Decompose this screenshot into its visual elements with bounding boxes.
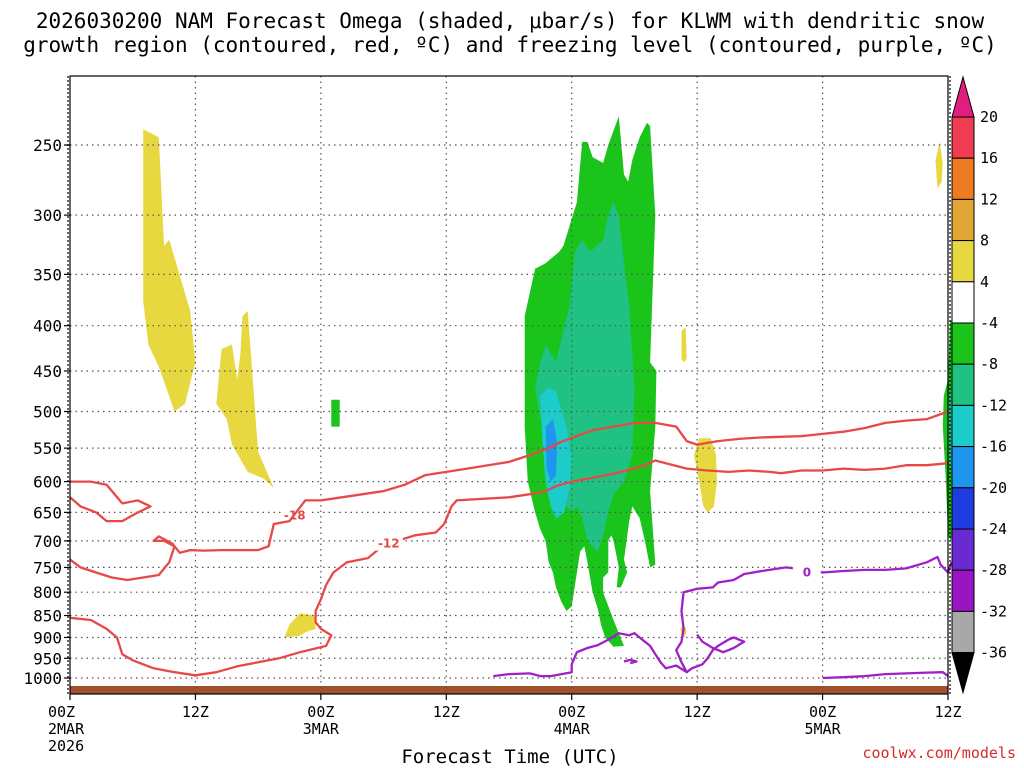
colorbar: 20 16 12 8 4 -4 -8 -12 -16 -20 -24 -28 -32 -36 — [951, 75, 1007, 695]
y-tick-label-0: 250 — [33, 136, 62, 155]
plot-area: -18-120 — [67, 75, 959, 695]
y-tick-label-6: 550 — [33, 439, 62, 458]
colorbar-label-2: 12 — [980, 190, 998, 208]
chart-title-line2: growth region (contoured, red, ºC) and f… — [23, 33, 997, 57]
contour-line-3 — [493, 555, 958, 678]
y-tick-label-14: 950 — [33, 649, 62, 668]
omega-shade-1 — [216, 311, 274, 488]
colorbar-swatch-3 — [951, 240, 975, 283]
x-tick-label-4: 00Z — [558, 703, 585, 721]
x-tick-label-2: 00Z — [307, 703, 334, 721]
omega-shade-11 — [935, 141, 943, 189]
colorbar-label-7: -12 — [980, 396, 1007, 414]
ground-strip — [70, 686, 948, 694]
x-tick-year-0: 2026 — [48, 737, 84, 755]
y-tick-label-10: 750 — [33, 558, 62, 577]
y-tick-label-8: 650 — [33, 503, 62, 522]
colorbar-label-5: -4 — [980, 314, 998, 332]
credit-text: coolwx.com/models — [862, 744, 1016, 762]
colorbar-label-1: 16 — [980, 149, 998, 167]
omega-shade-8 — [681, 327, 687, 363]
colorbar-swatch-7 — [951, 404, 975, 448]
contour-label-2: -12 — [378, 537, 400, 551]
contour-line-6 — [623, 658, 638, 665]
chart-title-line1: 2026030200 NAM Forecast Omega (shaded, μ… — [36, 9, 985, 33]
omega-shade-3 — [284, 613, 316, 638]
colorbar-top-arrow — [951, 75, 975, 118]
y-tick-label-3: 400 — [33, 317, 62, 336]
colorbar-swatch-4 — [951, 281, 975, 324]
x-tick-label-7: 12Z — [934, 703, 961, 721]
y-tick-label-2: 350 — [33, 265, 62, 284]
colorbar-label-11: -28 — [980, 561, 1007, 579]
colorbar-swatch-6 — [951, 363, 975, 406]
y-tick-label-7: 600 — [33, 473, 62, 492]
x-tick-label-5: 12Z — [684, 703, 711, 721]
y-tick-label-11: 800 — [33, 583, 62, 602]
colorbar-label-8: -16 — [980, 438, 1007, 456]
contour-line-5 — [822, 671, 949, 680]
contour-line-4 — [686, 633, 746, 674]
x-tick-label-0: 00Z — [48, 703, 75, 721]
contour-label-bg-3 — [792, 564, 821, 580]
x-tick-date-0: 2MAR — [48, 720, 85, 738]
x-tick-label-3: 12Z — [433, 703, 460, 721]
contour-line-2 — [69, 459, 949, 677]
y-tick-label-9: 700 — [33, 532, 62, 551]
omega-shade-9 — [694, 438, 717, 513]
colorbar-swatch-5 — [951, 322, 975, 365]
contour-label-3: 0 — [803, 565, 811, 579]
colorbar-swatch-0 — [951, 116, 975, 159]
x-tick-date-4: 4MAR — [554, 720, 591, 738]
omega-shade-0 — [143, 129, 196, 412]
x-tick-date-6: 5MAR — [805, 720, 842, 738]
x-tick-date-2: 3MAR — [303, 720, 340, 738]
x-tick-label-6: 00Z — [809, 703, 836, 721]
colorbar-swatch-1 — [951, 157, 975, 200]
omega-shade-7 — [545, 419, 558, 482]
colorbar-swatch-10 — [951, 528, 975, 571]
y-tick-label-12: 850 — [33, 607, 62, 626]
omega-shade-2 — [331, 399, 340, 427]
contour-label-bg-2 — [374, 535, 403, 551]
colorbar-swatch-2 — [951, 198, 975, 242]
plot-frame — [69, 75, 949, 695]
y-tick-label-13: 900 — [33, 628, 62, 647]
colorbar-label-6: -8 — [980, 355, 998, 373]
colorbar-label-12: -32 — [980, 602, 1007, 620]
y-tick-label-5: 500 — [33, 403, 62, 422]
colorbar-label-4: 4 — [980, 273, 989, 291]
colorbar-swatch-11 — [951, 569, 975, 612]
colorbar-label-10: -24 — [980, 520, 1007, 538]
y-tick-label-15: 1000 — [23, 669, 62, 688]
colorbar-swatch-12 — [951, 610, 975, 654]
y-tick-label-4: 450 — [33, 362, 62, 381]
colorbar-bottom-arrow — [951, 652, 975, 695]
colorbar-label-3: 8 — [980, 232, 989, 250]
y-tick-label-1: 300 — [33, 206, 62, 225]
contour-line-0 — [69, 480, 152, 523]
x-tick-label-1: 12Z — [182, 703, 209, 721]
colorbar-label-13: -36 — [980, 644, 1007, 662]
contour-line-1 — [69, 410, 949, 582]
x-axis-title: Forecast Time (UTC) — [401, 746, 618, 768]
colorbar-label-0: 20 — [980, 108, 998, 126]
colorbar-swatch-8 — [951, 446, 975, 489]
y-axis: 250 300 350 400 450 500 550 600 650 700 750 800 850 9… — [23, 136, 70, 688]
colorbar-label-9: -20 — [980, 479, 1007, 497]
colorbar-swatch-9 — [951, 487, 975, 530]
